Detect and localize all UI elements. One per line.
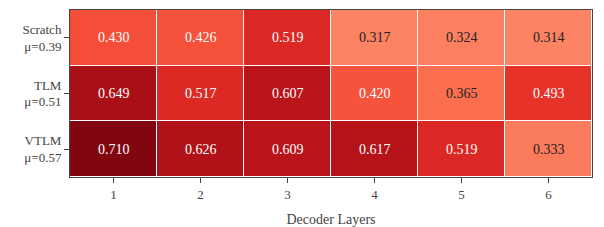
svg-text:0.426: 0.426: [185, 30, 217, 45]
svg-text:1: 1: [110, 187, 117, 202]
svg-text:0.609: 0.609: [272, 142, 304, 157]
svg-text:0.333: 0.333: [533, 142, 565, 157]
svg-text:0.617: 0.617: [359, 142, 391, 157]
svg-text:4: 4: [371, 187, 378, 202]
svg-text:0.314: 0.314: [533, 30, 565, 45]
svg-text:VTLMμ=0.57: VTLMμ=0.57: [24, 133, 62, 165]
svg-text:0.493: 0.493: [533, 86, 565, 101]
svg-text:0.519: 0.519: [446, 142, 478, 157]
svg-text:2: 2: [197, 187, 204, 202]
svg-text:TLMμ=0.51: TLMμ=0.51: [24, 78, 61, 110]
svg-text:0.626: 0.626: [185, 142, 217, 157]
svg-text:0.649: 0.649: [98, 86, 130, 101]
svg-text:0.430: 0.430: [98, 30, 130, 45]
svg-text:3: 3: [284, 187, 291, 202]
svg-text:0.710: 0.710: [98, 142, 130, 157]
svg-text:0.519: 0.519: [272, 30, 304, 45]
svg-text:5: 5: [458, 187, 465, 202]
svg-text:0.517: 0.517: [185, 86, 217, 101]
svg-text:6: 6: [545, 187, 552, 202]
svg-text:Decoder Layers: Decoder Layers: [286, 212, 375, 227]
svg-text:0.365: 0.365: [446, 86, 478, 101]
svg-text:Scratchμ=0.39: Scratchμ=0.39: [22, 22, 61, 54]
svg-text:0.317: 0.317: [359, 30, 391, 45]
svg-text:0.420: 0.420: [359, 86, 391, 101]
svg-text:0.607: 0.607: [272, 86, 304, 101]
svg-text:0.324: 0.324: [446, 30, 478, 45]
